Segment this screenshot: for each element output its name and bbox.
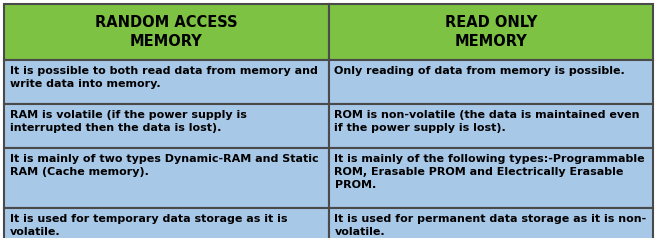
Bar [4,208,328,238]
Text: READ ONLY
MEMORY: READ ONLY MEMORY [445,15,537,49]
Text: It is used for permanent data storage as it is non-
volatile.: It is used for permanent data storage as… [334,214,646,237]
Bar [328,148,653,208]
Text: It is used for temporary data storage as it is
volatile.: It is used for temporary data storage as… [10,214,288,237]
Text: It is mainly of two types Dynamic-RAM and Static
RAM (Cache memory).: It is mainly of two types Dynamic-RAM an… [10,154,319,177]
Text: Only reading of data from memory is possible.: Only reading of data from memory is poss… [334,66,625,76]
Text: It is possible to both read data from memory and
write data into memory.: It is possible to both read data from me… [10,66,318,89]
Bar [328,60,653,104]
Text: It is mainly of the following types:-Programmable
ROM, Erasable PROM and Electri: It is mainly of the following types:-Pro… [334,154,645,190]
Text: RANDOM ACCESS
MEMORY: RANDOM ACCESS MEMORY [95,15,238,49]
Bar [328,208,653,238]
Bar [4,4,328,60]
Bar [4,104,328,148]
Text: RAM is volatile (if the power supply is
interrupted then the data is lost).: RAM is volatile (if the power supply is … [10,110,247,133]
Bar [328,104,653,148]
Text: ROM is non-volatile (the data is maintained even
if the power supply is lost).: ROM is non-volatile (the data is maintai… [334,110,640,133]
Bar [4,148,328,208]
Bar [4,60,328,104]
Bar [328,4,653,60]
